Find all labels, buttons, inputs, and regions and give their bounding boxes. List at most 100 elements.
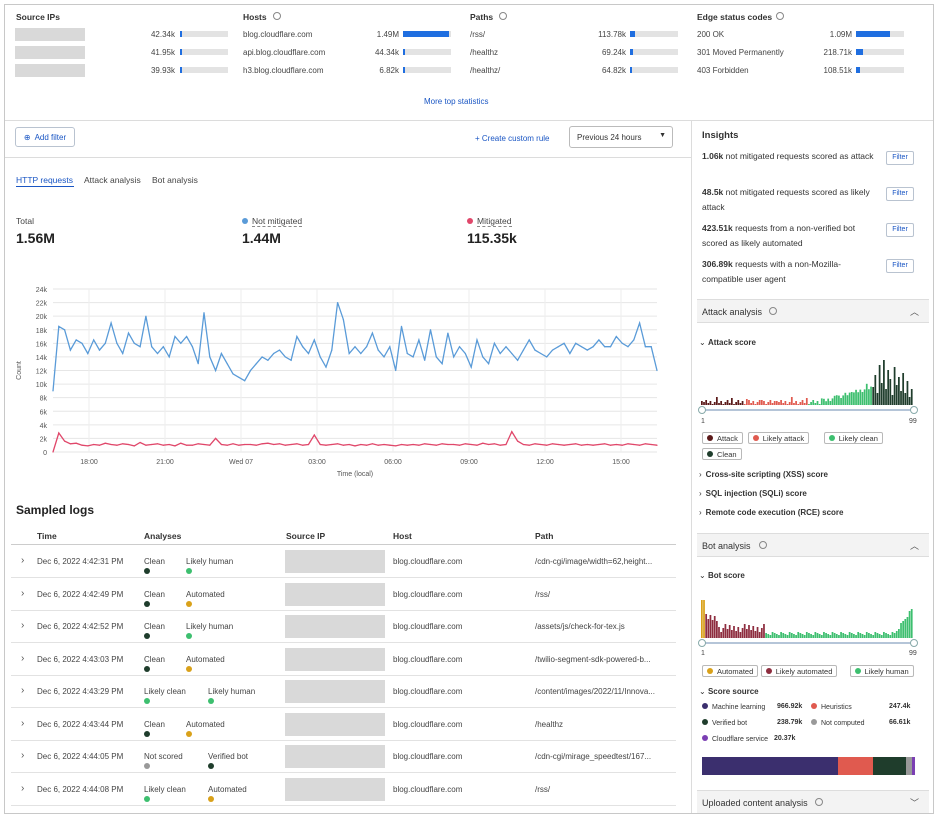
attack-subsection-toggle[interactable]: › Cross-site scripting (XSS) score (699, 470, 828, 479)
bot-score-toggle[interactable]: ⌄ Bot score (699, 571, 745, 580)
tab-bot-analysis[interactable]: Bot analysis (152, 175, 198, 185)
edge_status-row-name[interactable]: 200 OK (697, 30, 725, 39)
expand-chevron-icon[interactable]: › (21, 782, 25, 794)
expand-chevron-icon[interactable]: › (21, 587, 25, 599)
paths-row-name[interactable]: /rss/ (470, 30, 486, 39)
chevron-down-icon[interactable]: ﹀ (909, 798, 919, 808)
score-source-toggle[interactable]: ⌄ Score source (699, 687, 759, 696)
hosts-row-name[interactable]: h3.blog.cloudflare.com (243, 66, 324, 75)
insight-filter-button[interactable]: Filter (886, 259, 914, 273)
edge_status-row-name[interactable]: 301 Moved Permanently (697, 48, 784, 57)
histogram-bar (810, 402, 812, 405)
legend-pill[interactable]: Automated (702, 665, 759, 677)
data-point (482, 442, 484, 444)
legend-label: Likely automated (775, 666, 833, 676)
histogram-bar (726, 400, 729, 405)
histogram-bar (827, 634, 830, 638)
chevron-up-icon[interactable]: ︿ (909, 541, 919, 551)
requests-line-chart[interactable]: 0 2k 4k 6k 8k 10k 12k 14k 16k 18k 20k 22k 24k 18:00 21… (5, 277, 691, 487)
data-point (429, 329, 432, 331)
histogram-bar (812, 400, 815, 405)
source-value: 238.79k (777, 719, 803, 726)
insight-filter-button[interactable]: Filter (886, 187, 914, 201)
data-point (302, 444, 304, 446)
legend-pill[interactable]: Likely human (849, 665, 914, 677)
slider-handle-min[interactable] (698, 639, 706, 647)
slider-handle-min[interactable] (698, 406, 706, 414)
source-ip-redacted (285, 745, 385, 768)
legend-pill[interactable]: Likely automated (760, 665, 838, 677)
legend-pill[interactable]: Likely attack (747, 432, 810, 444)
data-point (395, 369, 397, 372)
uploaded-content-header[interactable]: Uploaded content analysis ﹀ (697, 790, 929, 813)
legend-pill[interactable]: Attack (702, 432, 743, 444)
attack-analysis-header[interactable]: Attack analysis ︿ (697, 299, 929, 323)
histogram-bar (838, 635, 840, 638)
data-point (615, 335, 617, 338)
data-point (627, 443, 629, 445)
attack-range-slider[interactable] (698, 406, 918, 414)
paths-row-name[interactable]: /healthz (470, 48, 499, 57)
more-top-statistics-link[interactable]: More top statistics (424, 97, 489, 106)
attack-score-toggle[interactable]: ⌄ Attack score (699, 338, 756, 347)
time-range-select[interactable]: Previous 24 hours ▼ (569, 126, 673, 148)
expand-chevron-icon[interactable]: › (21, 750, 25, 761)
table-row[interactable]: › Dec 6, 2022 4:43:29 PM Likely clean Likel… (11, 676, 676, 708)
edge_status-row-name[interactable]: 403 Forbidden (697, 66, 749, 75)
data-point (621, 444, 623, 446)
bar-fill (403, 31, 449, 37)
expand-chevron-icon[interactable]: › (21, 652, 25, 664)
bot-analysis-header[interactable]: Bot analysis ︿ (697, 533, 929, 557)
create-custom-rule-button[interactable]: + Create custom rule (475, 134, 550, 143)
data-point (418, 444, 420, 446)
data-point (389, 346, 391, 348)
source-bar-segment (873, 757, 907, 775)
slider-handle-max[interactable] (910, 406, 918, 414)
expand-chevron-icon[interactable]: › (21, 685, 25, 696)
table-row[interactable]: › Dec 6, 2022 4:43:03 PM Clean Automated blo… (11, 644, 676, 676)
expand-chevron-icon[interactable]: › (21, 717, 25, 729)
table-row[interactable]: › Dec 6, 2022 4:42:49 PM Clean Automated blo… (11, 579, 676, 611)
table-row[interactable]: › Dec 6, 2022 4:42:31 PM Clean Likely human… (11, 546, 676, 578)
data-point (406, 352, 408, 355)
data-point (75, 442, 77, 444)
table-row[interactable]: › Dec 6, 2022 4:44:05 PM Not scored Verifie… (11, 741, 676, 773)
histogram-bar (861, 634, 864, 638)
histogram-bar (718, 403, 720, 405)
data-point (162, 444, 164, 446)
attack-subsection-toggle[interactable]: › SQL injection (SQLi) score (699, 489, 807, 498)
source-name: Cloudflare service (712, 736, 769, 743)
tab-attack-analysis[interactable]: Attack analysis (84, 175, 141, 185)
attack-subsection-toggle[interactable]: › Remote code execution (RCE) score (699, 508, 843, 517)
expand-chevron-icon[interactable]: › (21, 555, 25, 566)
expand-chevron-icon[interactable]: › (21, 620, 25, 631)
histogram-bar (803, 635, 806, 638)
insight-item: 1.06k not mitigated requests scored as a… (702, 149, 880, 164)
slider-handle-max[interactable] (910, 639, 918, 647)
hosts-row-name[interactable]: blog.cloudflare.com (243, 30, 313, 39)
insight-filter-button[interactable]: Filter (886, 223, 914, 237)
table-row[interactable]: › Dec 6, 2022 4:44:08 PM Likely clean Autom… (11, 774, 676, 806)
data-point (464, 443, 466, 445)
data-point (360, 352, 362, 355)
histogram-bar (814, 403, 817, 405)
analysis-label: Likely clean (144, 687, 186, 696)
table-row[interactable]: › Dec 6, 2022 4:43:44 PM Clean Automated blo… (11, 709, 676, 741)
bot-range-slider[interactable] (698, 639, 918, 647)
status-dot (208, 763, 214, 769)
y-tick-label: 24k (36, 287, 48, 294)
paths-row-name[interactable]: /healthz/ (470, 66, 501, 75)
legend-pill[interactable]: Clean (702, 448, 742, 460)
insight-filter-button[interactable]: Filter (886, 151, 914, 165)
table-row[interactable]: › Dec 6, 2022 4:42:52 PM Clean Likely human… (11, 611, 676, 643)
tab-http-requests[interactable]: HTTP requests (16, 175, 74, 185)
data-point (238, 376, 240, 378)
data-point (505, 443, 507, 446)
add-filter-button[interactable]: ⊕ Add filter (15, 127, 75, 147)
hosts-row-name[interactable]: api.blog.cloudflare.com (243, 48, 326, 57)
legend-pill[interactable]: Likely clean (823, 432, 883, 444)
edge_status-row-bar (856, 31, 904, 37)
chevron-up-icon[interactable]: ︿ (909, 307, 919, 317)
chevron-down-icon: ⌄ (699, 338, 708, 347)
histogram-bar (859, 633, 862, 638)
